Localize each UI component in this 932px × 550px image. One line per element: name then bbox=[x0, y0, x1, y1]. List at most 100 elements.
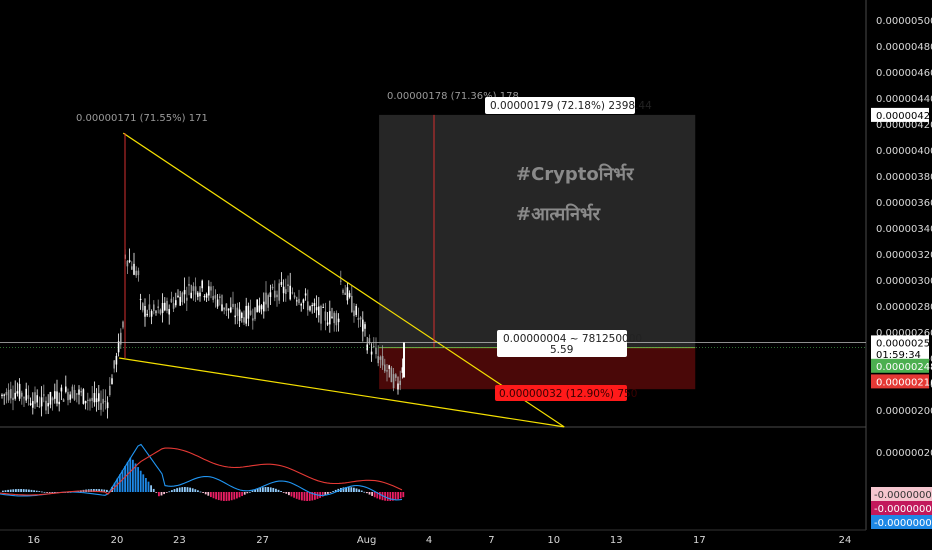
macd-histogram-bar bbox=[389, 492, 392, 501]
candle-body bbox=[109, 385, 111, 396]
macd-histogram-bar bbox=[308, 492, 311, 501]
candle-body bbox=[254, 307, 256, 320]
candle-body bbox=[3, 394, 5, 396]
macd-histogram-bar bbox=[15, 489, 17, 492]
macd-histogram-bar bbox=[173, 489, 176, 492]
macd-histogram-bar bbox=[126, 461, 129, 492]
candle-body bbox=[29, 403, 32, 405]
candle-body bbox=[170, 298, 173, 303]
candle-body bbox=[298, 298, 300, 304]
price-tick-label: 0.00000300 bbox=[876, 276, 932, 287]
price-tick-label: 0.00000200 bbox=[876, 406, 932, 417]
candle-body bbox=[249, 310, 252, 315]
candle-body bbox=[227, 308, 230, 311]
macd-histogram-bar bbox=[327, 492, 329, 494]
macd-histogram-bar bbox=[158, 492, 160, 497]
price-axis[interactable]: 0.00000500 0.00000480 0.00000460 0.00000440… bbox=[871, 16, 932, 529]
macd-histogram-bar bbox=[233, 492, 236, 500]
macd-histogram-bar bbox=[293, 492, 295, 498]
candle-body bbox=[280, 282, 283, 285]
candle-body bbox=[87, 399, 89, 401]
candle-body bbox=[45, 400, 47, 411]
macd-histogram-bar bbox=[386, 492, 389, 501]
macd-histogram-bar bbox=[106, 489, 108, 492]
macd-histogram-bar bbox=[264, 487, 267, 492]
price-tag-label: 0.00000252 bbox=[876, 338, 932, 349]
candle-body bbox=[36, 395, 38, 403]
macd-histogram-bar bbox=[178, 487, 181, 492]
macd-histogram-bar bbox=[394, 492, 397, 501]
macd-histogram-bar bbox=[2, 490, 4, 492]
macd-histogram-bar bbox=[210, 492, 212, 498]
candle-body bbox=[80, 391, 82, 393]
candle-body bbox=[32, 401, 34, 408]
candle-body bbox=[208, 286, 210, 296]
candle-body bbox=[190, 292, 192, 299]
candle-body bbox=[137, 270, 140, 276]
candle-body bbox=[49, 391, 52, 405]
candle-body bbox=[7, 389, 10, 401]
candle-body bbox=[335, 313, 338, 326]
candle-body bbox=[267, 295, 269, 308]
candle-body bbox=[342, 290, 344, 294]
candle-body bbox=[320, 305, 322, 324]
candle-body bbox=[113, 360, 115, 369]
macd-tag bbox=[871, 515, 932, 529]
macd-histogram-bar bbox=[277, 489, 280, 492]
price-tag bbox=[871, 347, 929, 362]
date-tick-label: 4 bbox=[426, 535, 432, 546]
macd-histogram-bar bbox=[41, 491, 43, 493]
macd-histogram-bar bbox=[259, 487, 262, 492]
macd-histogram-bar bbox=[223, 492, 225, 501]
macd-histogram-bar bbox=[402, 492, 405, 498]
last-candle bbox=[403, 342, 405, 378]
signal-line bbox=[0, 447, 403, 496]
price-tick-label: 0.00000400 bbox=[876, 146, 932, 157]
candle-body bbox=[245, 305, 247, 324]
macd-histogram-bar bbox=[189, 487, 191, 492]
macd-histogram-bar bbox=[366, 492, 368, 494]
candle-body bbox=[76, 393, 78, 395]
candlestick-series bbox=[1, 133, 405, 419]
macd-histogram-bar bbox=[134, 463, 137, 492]
date-tick-label: 20 bbox=[111, 535, 124, 546]
macd-histogram-bar bbox=[147, 481, 150, 492]
date-tick-label: 7 bbox=[488, 535, 494, 546]
macd-histogram-bar bbox=[12, 489, 15, 492]
candle-body bbox=[181, 292, 184, 303]
candle-body bbox=[357, 318, 360, 320]
macd-histogram-bar bbox=[280, 491, 282, 492]
long-position-tool[interactable] bbox=[379, 114, 696, 390]
candle-body bbox=[269, 292, 272, 297]
candle-body bbox=[386, 370, 388, 372]
macd-histogram-bar bbox=[204, 492, 207, 495]
candle-body bbox=[197, 292, 199, 297]
candle-body bbox=[397, 383, 399, 390]
candle-body bbox=[91, 397, 93, 401]
macd-histogram-bar bbox=[103, 489, 106, 492]
macd-histogram-bar bbox=[275, 488, 277, 492]
lower-trendline bbox=[118, 357, 565, 428]
candle-body bbox=[135, 270, 137, 276]
candle-body bbox=[329, 311, 331, 325]
macd-histogram-bar bbox=[225, 492, 228, 501]
macd-histogram-bar bbox=[43, 491, 46, 493]
price-tick-label: 0.00000260 bbox=[876, 328, 932, 339]
hashtag-aatmanirbhar: #आत्मनिर्भर bbox=[516, 203, 601, 225]
candle-body bbox=[214, 295, 217, 299]
price-tick-label: 0.00000460 bbox=[876, 68, 932, 79]
candle-body bbox=[300, 303, 302, 306]
trendlines[interactable] bbox=[118, 114, 565, 428]
candle-body bbox=[12, 397, 14, 401]
macd-histogram-bar bbox=[243, 492, 246, 495]
date-axis[interactable]: 16 20 23 27 Aug 4 7 10 13 17 24 bbox=[27, 535, 851, 546]
stop-box: 0.00000032 (12.90%) 750 bbox=[495, 385, 637, 401]
macd-histogram-bar bbox=[163, 492, 165, 495]
candle-body bbox=[333, 312, 335, 324]
macd-histogram-bar bbox=[98, 489, 100, 492]
macd-histogram-bar bbox=[139, 470, 142, 492]
macd-histogram-bar bbox=[207, 492, 210, 496]
candle-body bbox=[67, 392, 69, 401]
candle-body bbox=[230, 307, 232, 313]
